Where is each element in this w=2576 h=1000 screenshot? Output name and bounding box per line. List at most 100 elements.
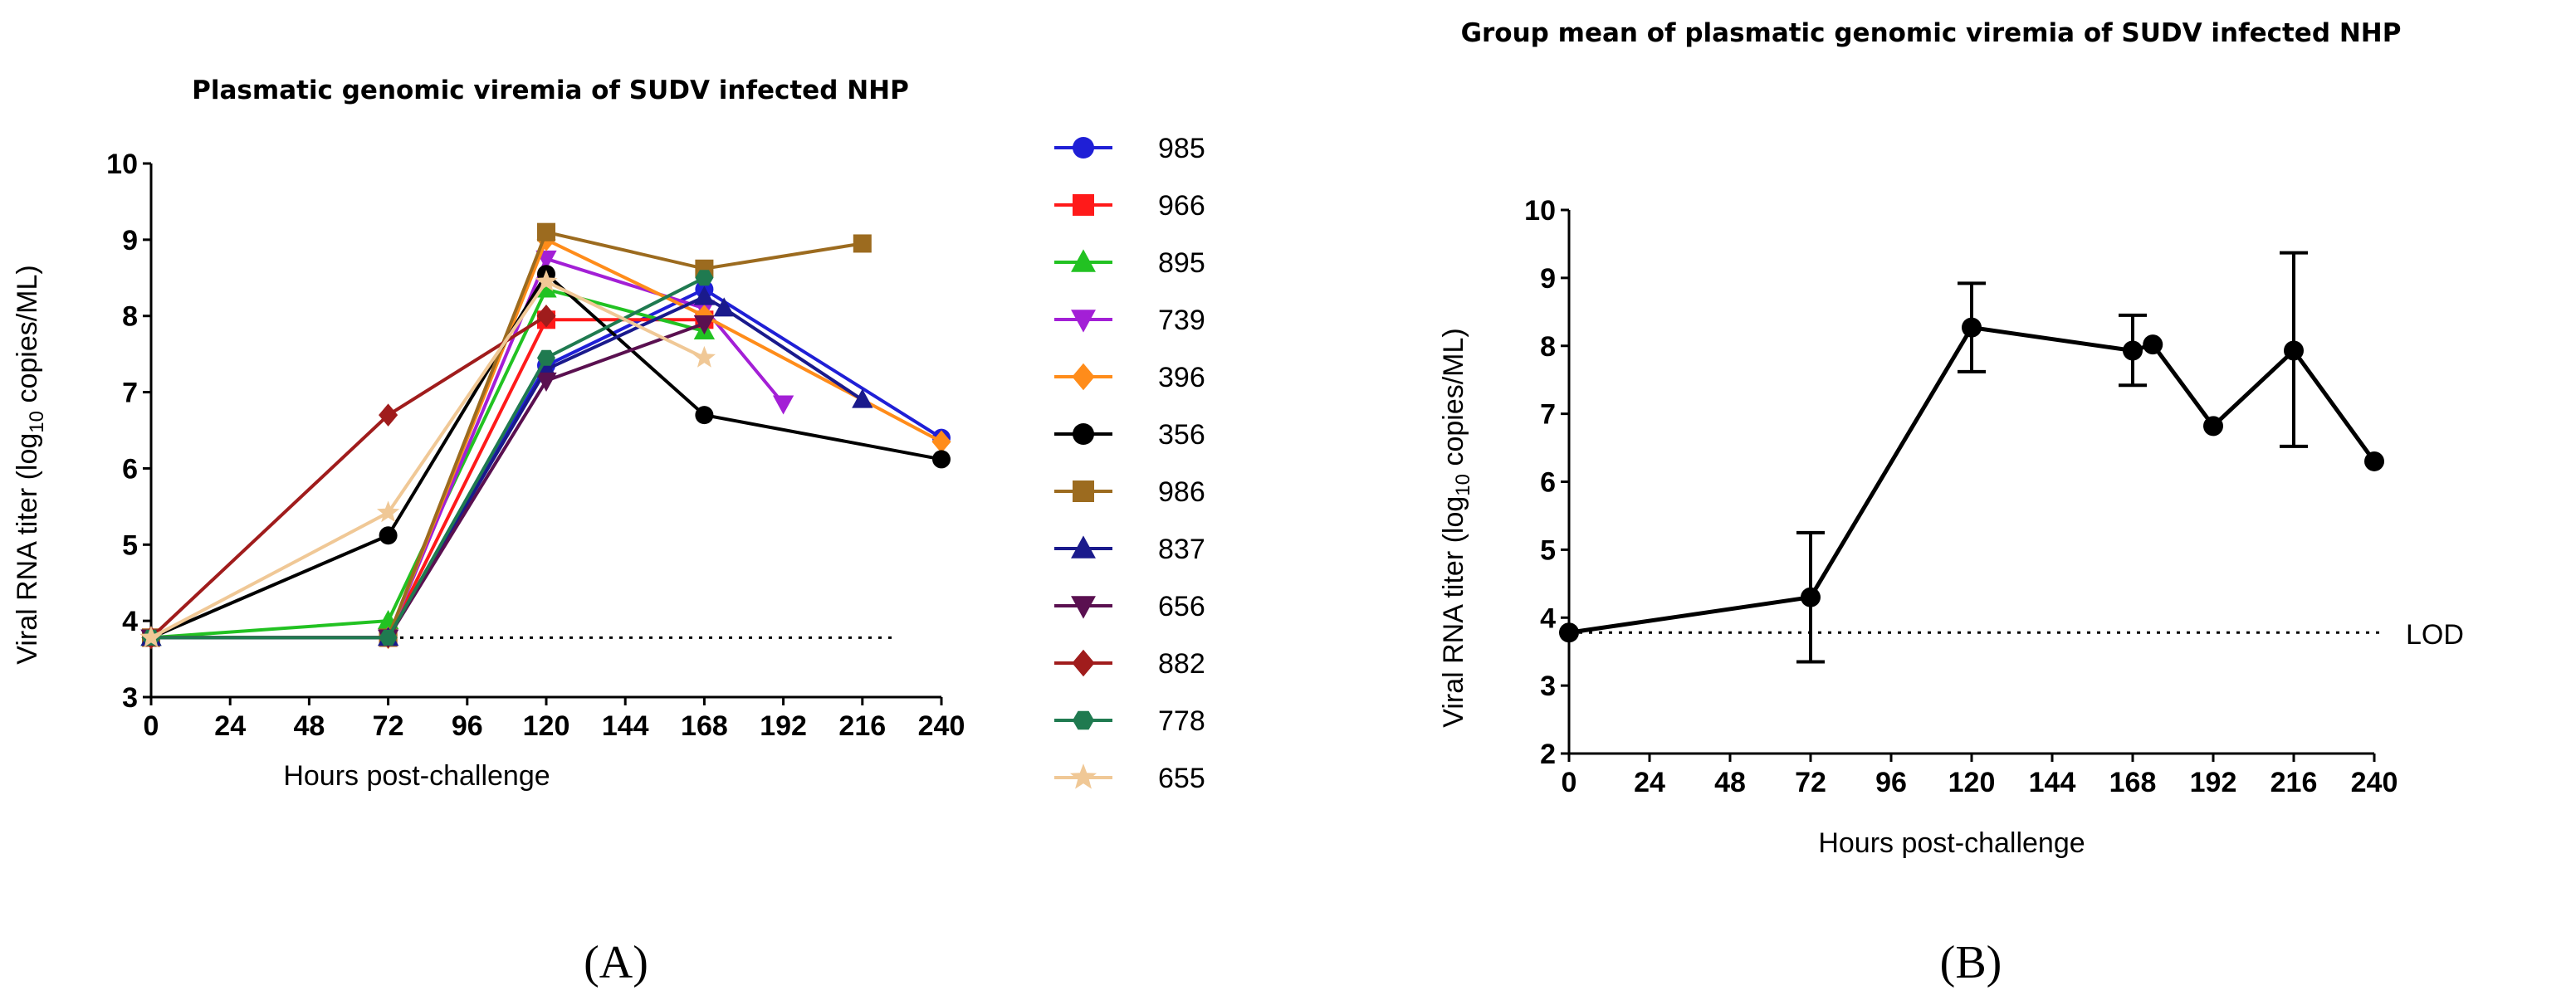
x-tick-label: 192: [760, 710, 807, 742]
data-point-656: [535, 372, 557, 392]
panel-b-lod-label: LOD: [2406, 619, 2464, 651]
panel-b-x-axis-label: Hours post-challenge: [1818, 827, 2085, 859]
legend-label: 739: [1158, 305, 1205, 336]
group-mean-point: [1559, 622, 1579, 643]
data-point-655: [139, 626, 163, 647]
data-point-837: [693, 285, 716, 305]
legend-item-882: 882: [1054, 648, 1205, 680]
legend-swatch-marker: [1069, 763, 1097, 789]
data-point-986: [853, 234, 872, 253]
legend-swatch-marker: [1072, 649, 1095, 677]
group-mean-point: [1801, 587, 1821, 607]
legend-label: 986: [1158, 476, 1205, 508]
x-tick-label: 72: [1795, 767, 1826, 798]
x-tick-label: 240: [2351, 767, 2398, 798]
y-tick-label: 8: [122, 301, 138, 333]
y-tick-label: 2: [1540, 739, 1556, 770]
panel-b-axes: 2 3 4 5 6 7 8 9 10 0 24 48 72 96 120 144 168 192 216 240: [1524, 195, 2398, 798]
series-group-mean: [1559, 251, 2384, 664]
legend-swatch-marker: [1071, 249, 1096, 272]
legend-item-986: 986: [1054, 476, 1205, 508]
y-tick-label: 7: [122, 378, 138, 409]
y-tick-label: 7: [1540, 399, 1556, 431]
data-point-986: [537, 222, 555, 241]
panel-b-title: Group mean of plasmatic genomic viremia …: [1461, 18, 2402, 48]
data-point-778: [379, 629, 398, 646]
x-tick-label: 216: [2270, 767, 2318, 798]
legend-label: 966: [1158, 190, 1205, 222]
x-tick-label: 120: [523, 710, 570, 742]
series-985: [142, 280, 951, 647]
group-mean-point: [2364, 451, 2384, 471]
legend-label: 882: [1158, 648, 1205, 680]
data-point-356: [379, 526, 398, 545]
x-tick-label: 96: [1875, 767, 1907, 798]
series-line-656: [151, 322, 706, 640]
legend-label: 396: [1158, 362, 1205, 393]
panel-a-axes: 3 4 5 6 7 8 9 10 0 24 48 72 96 120 144 168 192 216 240: [106, 149, 965, 742]
x-tick-label: 48: [1714, 767, 1746, 798]
panel-a-title: Plasmatic genomic viremia of SUDV infect…: [192, 76, 909, 105]
legend-swatch-marker: [1073, 194, 1094, 216]
data-point-778: [695, 270, 714, 286]
y-tick-label: 9: [1540, 263, 1556, 295]
data-point-837: [713, 297, 735, 317]
data-point-895: [535, 278, 557, 298]
x-tick-label: 240: [918, 710, 965, 742]
series-655: [139, 270, 716, 647]
legend-label: 655: [1158, 763, 1205, 794]
legend-item-985: 985: [1054, 133, 1205, 164]
group-mean-line: [1568, 324, 2377, 635]
data-point-356: [695, 406, 714, 425]
series-line-895: [150, 287, 705, 640]
data-point-882: [379, 403, 398, 427]
x-tick-label: 24: [214, 710, 246, 742]
x-tick-label: 0: [1562, 767, 1577, 798]
series-line-966: [151, 318, 705, 640]
y-tick-label: 5: [1540, 534, 1556, 566]
legend-label: 837: [1158, 534, 1205, 565]
panel-a-x-axis-label: Hours post-challenge: [283, 760, 550, 792]
data-point-655: [692, 345, 716, 368]
x-tick-label: 144: [2029, 767, 2076, 798]
panel-a-label: (A): [584, 937, 648, 988]
legend-item-396: 396: [1054, 362, 1205, 393]
legend-item-356: 356: [1054, 419, 1205, 451]
series-line-739: [151, 256, 785, 640]
legend-label: 656: [1158, 591, 1205, 622]
panel-a-legend: 985 966 895 739 396 356 986 837 656 882 778 655: [1054, 133, 1205, 794]
x-tick-label: 168: [2109, 767, 2157, 798]
legend-swatch-marker: [1071, 596, 1096, 619]
data-point-739: [772, 395, 794, 415]
legend-item-778: 778: [1054, 705, 1205, 737]
legend-swatch-marker: [1073, 423, 1094, 445]
y-tick-label: 4: [122, 606, 138, 637]
data-point-356: [932, 450, 951, 469]
legend-label: 356: [1158, 419, 1205, 451]
legend-item-739: 739: [1054, 305, 1205, 336]
series-line-655: [150, 279, 706, 640]
legend-item-837: 837: [1054, 534, 1205, 565]
group-mean-point: [2143, 334, 2163, 355]
legend-item-656: 656: [1054, 591, 1205, 622]
legend-item-655: 655: [1054, 763, 1205, 794]
y-tick-label: 3: [1540, 671, 1556, 702]
x-tick-label: 72: [373, 710, 404, 742]
legend-item-966: 966: [1054, 190, 1205, 222]
y-tick-label: 4: [1540, 602, 1556, 634]
x-tick-label: 24: [1634, 767, 1665, 798]
y-tick-label: 9: [122, 225, 138, 256]
y-tick-label: 10: [1524, 195, 1556, 227]
legend-item-895: 895: [1054, 247, 1205, 279]
series-line-778: [151, 276, 706, 640]
legend-label: 895: [1158, 247, 1205, 279]
panel-a-y-axis-label: Viral RNA titer (log10 copies/ML): [12, 265, 48, 664]
x-tick-label: 96: [452, 710, 483, 742]
group-mean-point: [2123, 340, 2143, 361]
legend-swatch-marker: [1073, 480, 1094, 502]
legend-swatch-marker: [1073, 137, 1094, 159]
group-mean-point: [1962, 317, 1982, 338]
legend-label: 985: [1158, 133, 1205, 164]
x-tick-label: 144: [602, 710, 649, 742]
data-point-837: [852, 388, 873, 408]
